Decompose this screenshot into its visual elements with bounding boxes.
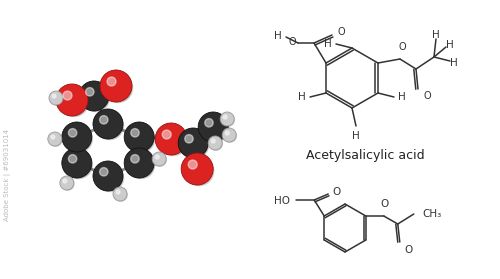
Circle shape xyxy=(210,137,222,150)
Text: H: H xyxy=(352,131,360,141)
Text: H: H xyxy=(432,30,440,40)
Text: O: O xyxy=(398,42,406,52)
Circle shape xyxy=(100,116,108,124)
Circle shape xyxy=(62,122,92,152)
Circle shape xyxy=(226,131,229,135)
Circle shape xyxy=(63,91,72,100)
Circle shape xyxy=(156,155,159,159)
Circle shape xyxy=(96,164,124,192)
Circle shape xyxy=(63,179,67,183)
Circle shape xyxy=(131,155,139,163)
Circle shape xyxy=(212,139,215,143)
Circle shape xyxy=(100,168,108,176)
Circle shape xyxy=(62,148,92,178)
Text: O: O xyxy=(332,187,340,197)
Text: H: H xyxy=(298,92,306,102)
Circle shape xyxy=(61,177,74,190)
Circle shape xyxy=(107,77,116,86)
Text: H: H xyxy=(398,92,406,102)
Circle shape xyxy=(205,119,213,127)
Circle shape xyxy=(127,125,155,153)
Circle shape xyxy=(127,151,155,179)
Circle shape xyxy=(93,161,123,191)
Circle shape xyxy=(222,128,236,142)
Circle shape xyxy=(49,91,63,105)
Circle shape xyxy=(65,125,92,153)
Circle shape xyxy=(181,153,213,185)
Text: Adobe Stock | #69031014: Adobe Stock | #69031014 xyxy=(4,129,12,221)
Circle shape xyxy=(103,73,132,103)
Text: H: H xyxy=(274,31,282,41)
Circle shape xyxy=(181,131,209,158)
Circle shape xyxy=(224,115,227,119)
Text: H: H xyxy=(324,39,332,49)
Circle shape xyxy=(48,132,62,146)
Circle shape xyxy=(158,126,188,156)
Circle shape xyxy=(224,129,236,142)
Text: O: O xyxy=(337,27,344,37)
Circle shape xyxy=(49,133,62,146)
Circle shape xyxy=(178,128,208,158)
Circle shape xyxy=(59,87,88,117)
Circle shape xyxy=(220,112,234,126)
Circle shape xyxy=(100,70,132,102)
Circle shape xyxy=(201,115,229,143)
Circle shape xyxy=(154,153,166,166)
Text: H: H xyxy=(450,58,458,68)
Circle shape xyxy=(131,129,139,137)
Circle shape xyxy=(162,130,171,139)
Circle shape xyxy=(50,92,64,105)
Circle shape xyxy=(124,122,154,152)
Circle shape xyxy=(222,113,234,126)
Circle shape xyxy=(51,135,55,139)
Circle shape xyxy=(188,160,197,169)
Circle shape xyxy=(56,84,88,116)
Circle shape xyxy=(52,94,56,98)
Text: O: O xyxy=(380,199,389,209)
Circle shape xyxy=(116,190,120,194)
Circle shape xyxy=(93,109,123,139)
Circle shape xyxy=(68,129,77,137)
Text: O: O xyxy=(424,91,432,101)
Text: HO: HO xyxy=(274,196,290,206)
Circle shape xyxy=(60,176,74,190)
Circle shape xyxy=(79,81,109,111)
Circle shape xyxy=(185,134,193,143)
Circle shape xyxy=(114,188,128,201)
Text: H: H xyxy=(446,40,454,50)
Text: CH₃: CH₃ xyxy=(423,209,442,219)
Circle shape xyxy=(152,152,166,166)
Circle shape xyxy=(184,156,214,186)
Circle shape xyxy=(198,112,228,142)
Circle shape xyxy=(124,148,154,178)
Circle shape xyxy=(68,155,77,163)
Circle shape xyxy=(113,187,127,201)
Circle shape xyxy=(65,151,92,179)
Circle shape xyxy=(96,112,124,140)
Text: O: O xyxy=(405,245,413,255)
Circle shape xyxy=(86,88,94,96)
Text: O: O xyxy=(288,37,296,47)
Circle shape xyxy=(82,84,110,112)
Circle shape xyxy=(155,123,187,155)
Circle shape xyxy=(208,136,222,150)
Text: Acetylsalicylic acid: Acetylsalicylic acid xyxy=(306,148,424,162)
